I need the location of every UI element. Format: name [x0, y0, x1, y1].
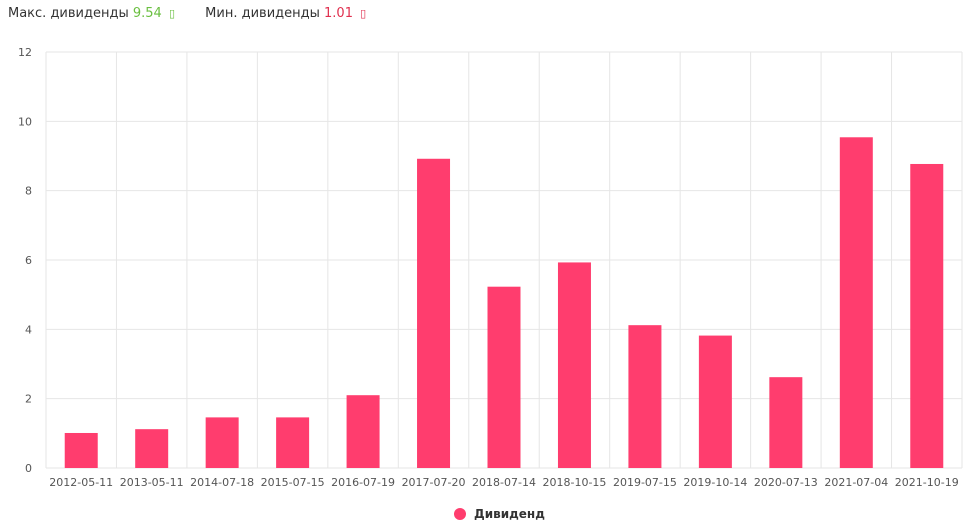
x-tick-label: 2012-05-11	[49, 476, 113, 489]
bar	[64, 432, 98, 468]
y-tick-label: 12	[18, 46, 32, 59]
x-tick-label: 2021-10-19	[895, 476, 959, 489]
currency-icon: ▯	[360, 7, 367, 20]
max-dividend-label: Макс. дивиденды	[8, 6, 129, 21]
bar	[346, 395, 380, 468]
legend-marker	[454, 508, 466, 520]
x-tick-label: 2013-05-11	[120, 476, 184, 489]
dividend-summary: Макс. дивиденды 9.54 ▯ Мин. дивиденды 1.…	[8, 6, 392, 21]
x-tick-label: 2020-07-13	[754, 476, 818, 489]
x-tick-label: 2018-07-14	[472, 476, 536, 489]
bar	[910, 163, 944, 468]
x-tick-label: 2016-07-19	[331, 476, 395, 489]
bar	[487, 286, 521, 468]
bar	[135, 429, 169, 468]
y-tick-label: 0	[25, 462, 32, 475]
bar	[628, 325, 662, 468]
legend-label: Дивиденд	[474, 507, 545, 521]
min-dividend-value: 1.01	[324, 6, 353, 21]
x-tick-label: 2015-07-15	[261, 476, 325, 489]
min-dividend-stat: Мин. дивиденды 1.01 ▯	[205, 6, 366, 21]
y-tick-label: 4	[25, 323, 32, 336]
y-tick-label: 2	[25, 393, 32, 406]
bar	[205, 417, 239, 468]
bar	[698, 335, 732, 468]
bar	[276, 417, 310, 468]
bar	[839, 137, 873, 468]
max-dividend-stat: Макс. дивиденды 9.54 ▯	[8, 6, 175, 21]
x-tick-label: 2019-07-15	[613, 476, 677, 489]
y-tick-label: 10	[18, 115, 32, 128]
max-dividend-value: 9.54	[132, 6, 162, 21]
x-tick-label: 2019-10-14	[683, 476, 747, 489]
min-dividend-label: Мин. дивиденды	[205, 6, 320, 21]
x-tick-label: 2018-10-15	[542, 476, 606, 489]
bar	[557, 262, 591, 468]
y-tick-label: 8	[25, 185, 32, 198]
x-tick-label: 2021-07-04	[824, 476, 888, 489]
y-tick-label: 6	[25, 254, 32, 267]
x-tick-label: 2017-07-20	[402, 476, 466, 489]
bar	[769, 377, 803, 468]
x-tick-label: 2014-07-18	[190, 476, 254, 489]
currency-icon: ▯	[168, 7, 176, 20]
bar	[417, 158, 451, 469]
